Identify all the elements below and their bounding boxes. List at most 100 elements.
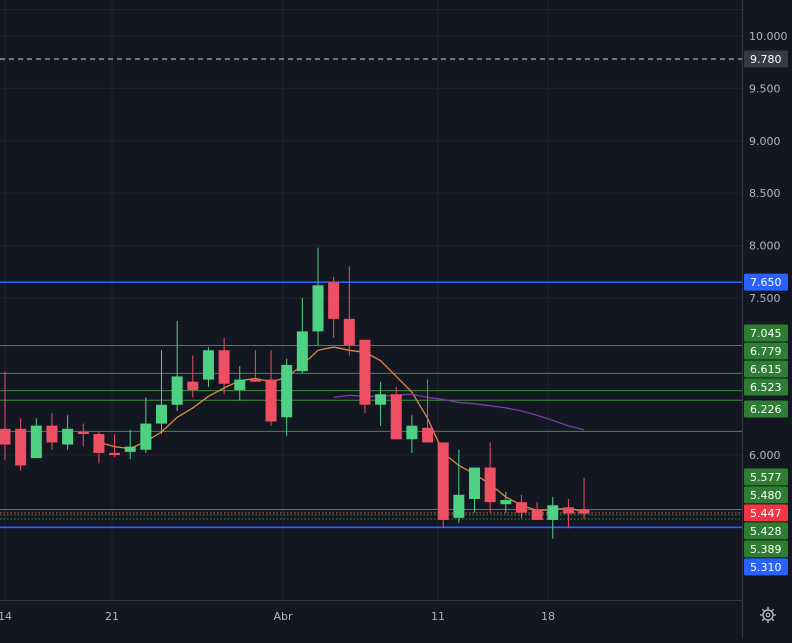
candle-body — [390, 394, 402, 440]
candle[interactable] — [218, 337, 230, 395]
price-labels: 9.780 7.650 7.045 6.779 6.615 6.523 6.226 5.577… — [744, 50, 788, 576]
candle-body — [515, 502, 527, 513]
x-tick-label: 14 — [0, 610, 12, 623]
y-tick-label: 6.000 — [749, 449, 781, 462]
candle[interactable] — [375, 381, 387, 426]
price-label: 5.310 — [744, 558, 788, 576]
price-label: 5.577 — [744, 468, 788, 486]
price-label-text: 9.780 — [750, 53, 782, 66]
x-axis-ticks: 14 21 Abr 11 18 — [0, 610, 555, 623]
price-label-background — [744, 558, 788, 576]
candle[interactable] — [390, 386, 402, 440]
candle[interactable] — [500, 491, 512, 513]
y-tick-label: 10.000 — [749, 30, 788, 43]
candle[interactable] — [531, 502, 543, 520]
candle[interactable] — [359, 339, 371, 414]
candle-body — [312, 285, 324, 332]
candle-body — [202, 350, 214, 380]
candle-body — [30, 425, 42, 459]
candle[interactable] — [77, 423, 89, 447]
candle[interactable] — [109, 434, 121, 458]
candle-body — [77, 431, 89, 435]
candle-body — [124, 446, 136, 452]
candle[interactable] — [343, 266, 355, 356]
candle[interactable] — [202, 347, 214, 387]
price-label: 5.428 — [744, 522, 788, 540]
candle-body — [359, 339, 371, 405]
candle[interactable] — [0, 371, 11, 461]
candle[interactable] — [124, 429, 136, 460]
candle[interactable] — [140, 397, 152, 453]
candle[interactable] — [249, 350, 261, 382]
candle[interactable] — [46, 413, 58, 450]
y-tick-label: 9.000 — [749, 135, 781, 148]
y-tick-label: 8.500 — [749, 187, 781, 200]
candle[interactable] — [187, 355, 199, 398]
candle[interactable] — [484, 442, 496, 513]
candle[interactable] — [328, 276, 340, 338]
candle-body — [547, 505, 559, 520]
candle[interactable] — [562, 498, 574, 529]
candle[interactable] — [437, 442, 449, 529]
candle-body — [500, 500, 512, 505]
x-tick-label: 11 — [431, 610, 445, 623]
candle-body — [62, 428, 74, 445]
candle[interactable] — [15, 418, 27, 471]
candle[interactable] — [156, 350, 167, 435]
candle-body — [281, 364, 293, 418]
price-label: 7.650 — [744, 273, 788, 291]
candle-body — [0, 428, 11, 445]
candle[interactable] — [453, 449, 465, 524]
price-label-text: 5.310 — [750, 561, 782, 574]
candle[interactable] — [234, 365, 246, 401]
time-axis-panel — [0, 600, 742, 639]
candle[interactable] — [469, 467, 480, 513]
price-label-background — [744, 522, 788, 540]
candle[interactable] — [62, 415, 74, 450]
candle[interactable] — [265, 350, 277, 426]
candle-body — [296, 331, 308, 372]
candle-body — [578, 509, 590, 514]
candle[interactable] — [515, 494, 527, 518]
candle-body — [156, 404, 167, 424]
price-label-background — [744, 540, 788, 558]
candle-body — [109, 452, 121, 455]
price-label-background — [744, 486, 788, 504]
candle-body — [562, 507, 574, 514]
price-label: 6.523 — [744, 378, 788, 396]
candle-body — [93, 434, 105, 453]
candle[interactable] — [30, 418, 42, 459]
candle[interactable] — [93, 431, 105, 464]
candle-body — [171, 376, 183, 405]
candle-body — [437, 442, 449, 520]
price-label-text: 5.428 — [750, 525, 782, 538]
candle-body — [234, 379, 246, 391]
chart-settings-button[interactable] — [760, 607, 776, 623]
candle[interactable] — [578, 478, 590, 519]
y-tick-label: 9.500 — [749, 82, 781, 95]
candle-body — [218, 350, 230, 384]
candle[interactable] — [406, 415, 418, 453]
y-axis-ticks: 10.000 9.500 9.000 8.500 8.000 7.500 6.000 — [749, 30, 788, 462]
price-label-background — [744, 400, 788, 418]
candle[interactable] — [312, 247, 324, 346]
candle[interactable] — [422, 379, 434, 443]
gear-icon[interactable] — [760, 607, 776, 623]
candle[interactable] — [171, 320, 183, 412]
candles[interactable] — [0, 247, 590, 539]
candle[interactable] — [296, 297, 308, 374]
candle[interactable] — [547, 496, 559, 539]
candle[interactable] — [281, 358, 293, 437]
price-label-text: 6.779 — [750, 345, 782, 358]
price-label-text: 6.615 — [750, 363, 782, 376]
price-label-background — [744, 342, 788, 360]
candle-body — [422, 427, 434, 443]
candle-body — [531, 509, 543, 520]
price-label: 5.389 — [744, 540, 788, 558]
price-label-background — [744, 273, 788, 291]
candle-body — [249, 379, 261, 382]
candle-body — [265, 379, 277, 422]
candle-body — [46, 425, 58, 443]
